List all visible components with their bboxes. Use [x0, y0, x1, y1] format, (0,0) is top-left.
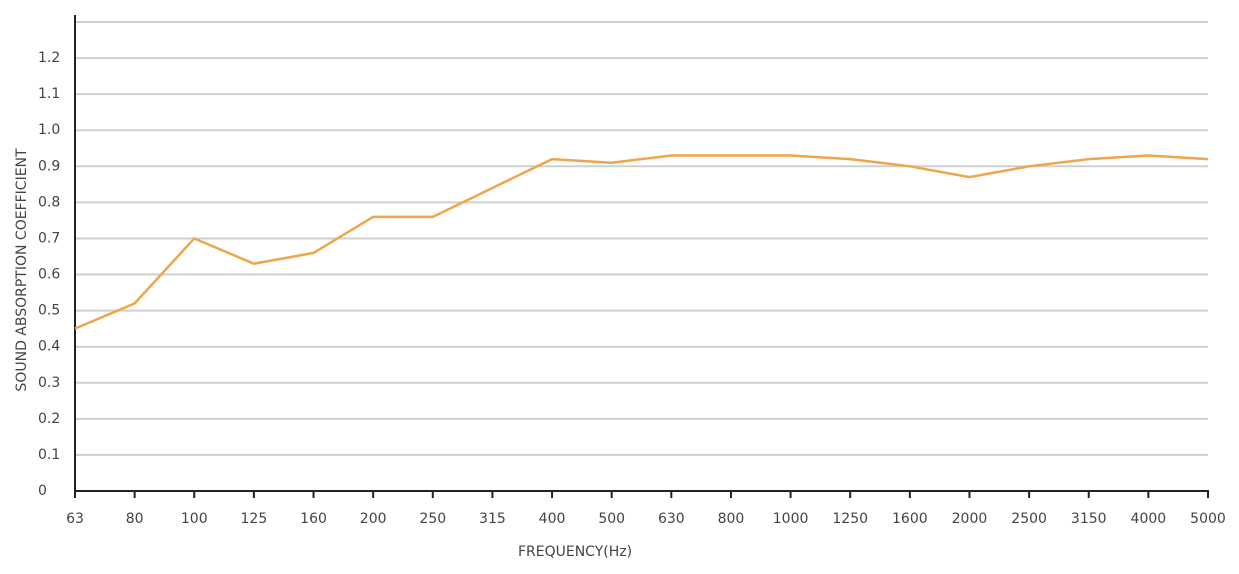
x-tick-label: 5000: [1190, 511, 1226, 527]
x-tick-label: 200: [360, 511, 387, 527]
data-line: [74, 154, 1209, 330]
x-tick-label: 250: [419, 511, 446, 527]
y-tick-label: 0.4: [38, 339, 60, 355]
x-axis-label: FREQUENCY(Hz): [518, 544, 632, 560]
y-tick-label: 0.8: [38, 194, 60, 210]
x-tick-label: 80: [126, 511, 144, 527]
y-tick-label: 0: [38, 483, 47, 499]
y-tick-label: 0.3: [38, 375, 60, 391]
x-tick-label: 630: [658, 511, 685, 527]
y-tick-label: 0.6: [38, 267, 60, 283]
y-tick-label: 1.1: [38, 86, 60, 102]
x-tick-label: 2500: [1011, 511, 1047, 527]
x-tick-label: 800: [718, 511, 745, 527]
x-tick-label: 3150: [1071, 511, 1107, 527]
x-tick-label: 1600: [892, 511, 928, 527]
y-tick-label: 0.1: [38, 447, 60, 463]
y-tick-label: 0.9: [38, 158, 60, 174]
x-tick-label: 4000: [1131, 511, 1167, 527]
x-tick-label: 2000: [952, 511, 988, 527]
x-tick-label: 315: [479, 511, 506, 527]
y-tick-label: 1.2: [38, 50, 60, 66]
y-tick-label: 0.2: [38, 411, 60, 427]
x-tick-label: 1250: [832, 511, 868, 527]
x-tick-label: 1000: [773, 511, 809, 527]
x-tick-label: 160: [300, 511, 327, 527]
x-tick-label: 125: [241, 511, 268, 527]
x-tick-label: 100: [181, 511, 208, 527]
x-tick-label: 63: [66, 511, 84, 527]
y-axis-label: SOUND ABSORPTION COEFFICIENT: [14, 148, 30, 392]
y-tick-label: 0.7: [38, 230, 60, 246]
y-tick-label: 1.0: [38, 122, 60, 138]
x-tick-label: 400: [539, 511, 566, 527]
x-tick-label: 500: [598, 511, 625, 527]
y-tick-label: 0.5: [38, 303, 60, 319]
